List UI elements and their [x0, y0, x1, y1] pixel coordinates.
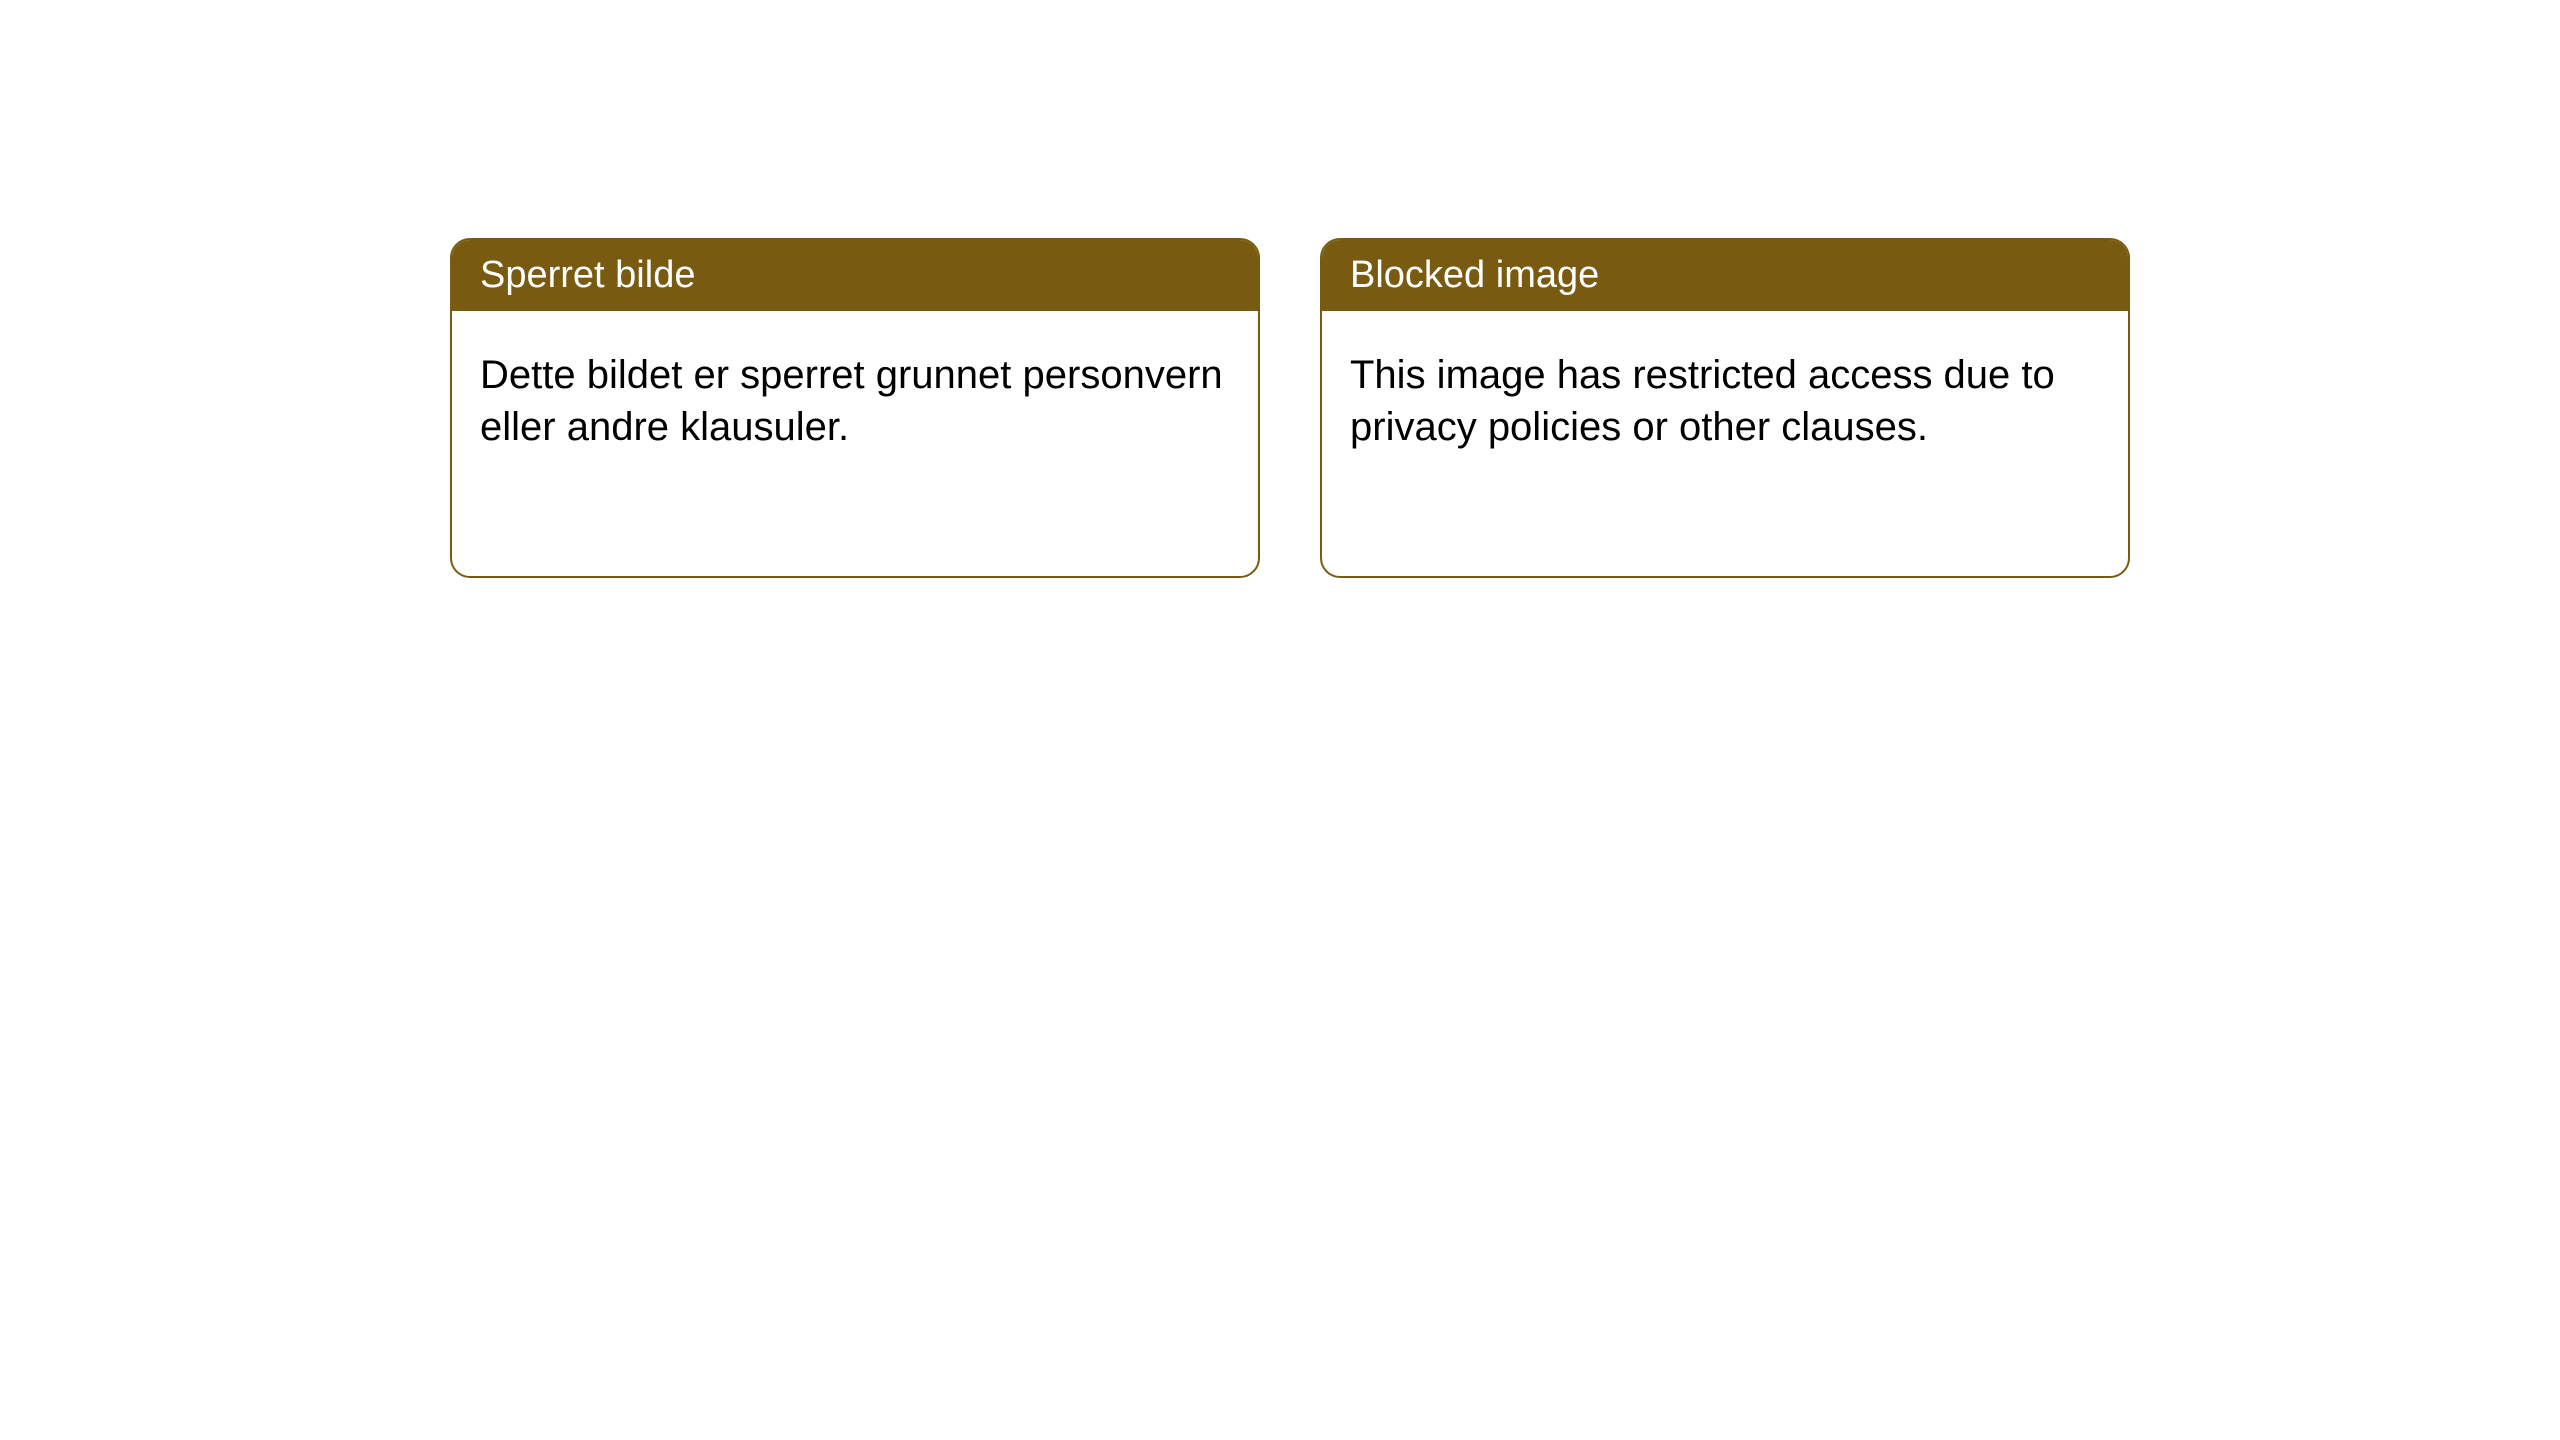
notice-card-norwegian: Sperret bilde Dette bildet er sperret gr… [450, 238, 1260, 578]
card-header: Blocked image [1322, 240, 2128, 311]
card-body-text: This image has restricted access due to … [1350, 353, 2055, 449]
card-title: Blocked image [1350, 254, 1599, 296]
card-body: This image has restricted access due to … [1322, 311, 2128, 491]
notice-cards-container: Sperret bilde Dette bildet er sperret gr… [450, 238, 2130, 578]
card-header: Sperret bilde [452, 240, 1258, 311]
card-body-text: Dette bildet er sperret grunnet personve… [480, 353, 1223, 449]
card-body: Dette bildet er sperret grunnet personve… [452, 311, 1258, 491]
card-title: Sperret bilde [480, 254, 695, 296]
notice-card-english: Blocked image This image has restricted … [1320, 238, 2130, 578]
